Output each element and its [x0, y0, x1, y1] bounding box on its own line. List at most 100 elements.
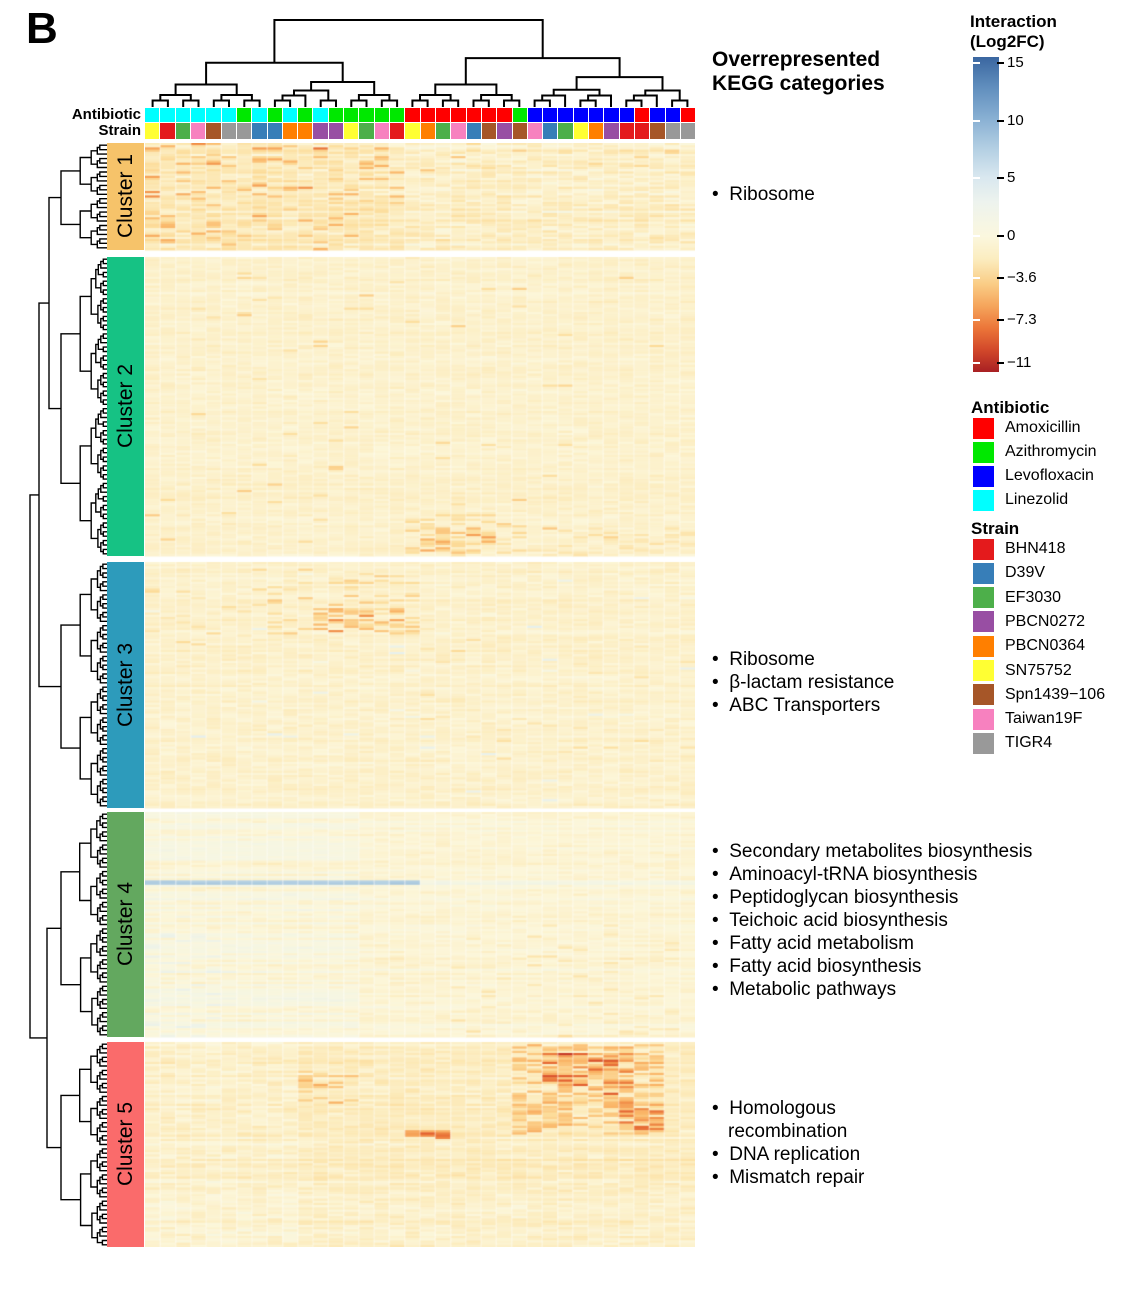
colorbar-tick-mark: [973, 235, 980, 238]
kegg-item: Aminoacyl-tRNA biosynthesis: [712, 863, 1057, 886]
legend-item-sn75752: SN75752: [973, 660, 1072, 682]
antibiotic-cell: [665, 108, 680, 122]
strain-cell: [420, 123, 435, 139]
legend-item-pbcn0272: PBCN0272: [973, 611, 1085, 633]
legend-label: Spn1439−106: [1005, 685, 1106, 703]
colorbar-tick-label: 10: [1007, 111, 1024, 129]
antibiotic-cell: [589, 108, 604, 122]
colorbar-tick-mark: [973, 177, 980, 180]
column-dendrogram: [151, 19, 689, 107]
legend-label: Linezolid: [1005, 491, 1069, 508]
antibiotic-cell: [573, 108, 589, 122]
strain-cell: [665, 123, 680, 139]
kegg-item: Fatty acid biosynthesis: [712, 955, 1057, 978]
legend-item-amoxicillin: Amoxicillin: [973, 417, 1081, 439]
cluster-band-cluster-1: Cluster 1: [107, 143, 144, 250]
strain-cell: [328, 123, 344, 139]
colorbar-tick-mark: [997, 62, 1004, 64]
strain-cell: [221, 123, 236, 139]
kegg-title-line1: Overrepresented: [712, 48, 881, 71]
kegg-list-cluster-4: Secondary metabolites biosynthesisAminoa…: [712, 840, 1057, 1001]
cluster-band-cluster-5: Cluster 5: [107, 1042, 144, 1247]
colorbar-tick-label: 0: [1007, 227, 1016, 245]
legend-swatch: [973, 732, 994, 754]
kegg-item: β-lactam resistance: [712, 671, 972, 694]
colorbar-title-line1: Interaction: [970, 12, 1057, 31]
kegg-item: Teichoic acid biosynthesis: [712, 909, 1057, 932]
legend-swatch: [973, 417, 994, 439]
cluster-band-label: Cluster 1: [113, 154, 137, 239]
colorbar-title-line2: (Log2FC): [970, 32, 1045, 51]
strain-cell: [390, 123, 405, 139]
antibiotic-cell: [175, 108, 190, 122]
strain-annotation-bar: [145, 123, 696, 139]
strain-cell: [252, 123, 267, 139]
antibiotic-cell: [374, 108, 389, 122]
antibiotic-cell: [405, 108, 420, 122]
cluster-band-label: Cluster 4: [113, 882, 137, 967]
strain-bar-label: Strain: [98, 122, 141, 139]
strain-cell: [481, 123, 497, 139]
antibiotic-cell: [206, 108, 221, 122]
antibiotic-cell: [313, 108, 328, 122]
strain-cell: [344, 123, 359, 139]
antibiotic-cell: [282, 108, 298, 122]
cluster-bands: Cluster 1 Cluster 2 Cluster 3 Cluster 4 Clus…: [107, 143, 144, 1247]
heatmap-canvas: [145, 143, 695, 1247]
strain-cell: [619, 123, 634, 139]
strain-cell: [267, 123, 282, 139]
legend-label: PBCN0272: [1005, 612, 1086, 630]
strain-cell: [451, 123, 466, 139]
legend-label: Azithromycin: [1005, 443, 1097, 460]
antibiotic-cell: [512, 108, 527, 122]
legend-swatch: [973, 611, 994, 633]
kegg-list-cluster-3: Ribosomeβ-lactam resistanceABC Transport…: [712, 648, 972, 717]
strain-cell: [359, 123, 374, 139]
kegg-item: Fatty acid metabolism: [712, 932, 1057, 955]
strain-cell: [527, 123, 543, 139]
colorbar-tick-mark: [973, 276, 980, 279]
colorbar-tick-label: −7.3: [1007, 311, 1037, 329]
colorbar-tick-label: 5: [1007, 169, 1016, 187]
legend-swatch: [973, 465, 994, 487]
strain-cell: [374, 123, 389, 139]
kegg-item: DNA replication: [712, 1143, 917, 1166]
colorbar-tick-mark: [973, 62, 980, 64]
strain-cell: [405, 123, 420, 139]
kegg-list-cluster-5: Homologous recombinationDNA replicationM…: [712, 1097, 917, 1189]
strain-cell: [313, 123, 328, 139]
colorbar-tick-mark: [997, 319, 1004, 322]
legend-title: Antibiotic: [971, 398, 1050, 417]
antibiotic-cell: [527, 108, 543, 122]
antibiotic-cell: [435, 108, 451, 122]
legend-item-d39v: D39V: [973, 562, 1045, 584]
legend-item-azithromycin: Azithromycin: [973, 441, 1097, 463]
antibiotic-cell: [543, 108, 558, 122]
antibiotic-cell: [420, 108, 435, 122]
antibiotic-cell: [604, 108, 619, 122]
legend-label: SN75752: [1005, 661, 1072, 679]
colorbar-title: Interaction (Log2FC): [970, 12, 1057, 52]
cluster-band-label: Cluster 2: [113, 364, 137, 449]
strain-cell: [190, 123, 206, 139]
strain-cell: [573, 123, 589, 139]
cluster-band-cluster-4: Cluster 4: [107, 812, 144, 1037]
strain-cell: [680, 123, 696, 139]
antibiotic-cell: [145, 108, 160, 122]
antibiotic-cell: [481, 108, 497, 122]
antibiotic-cell: [466, 108, 481, 122]
kegg-list-cluster-1: Ribosome: [712, 183, 972, 206]
kegg-item: Mismatch repair: [712, 1166, 917, 1189]
legend-item-spn1439-106: Spn1439−106: [973, 684, 1105, 706]
kegg-item: Metabolic pathways: [712, 978, 1057, 1001]
legend-label: EF3030: [1005, 588, 1062, 606]
colorbar-gradient: [973, 57, 999, 372]
antibiotic-cell: [359, 108, 374, 122]
legend-swatch: [973, 538, 994, 560]
kegg-title: Overrepresented KEGG categories: [712, 48, 885, 96]
antibiotic-bar-label: Antibiotic: [71, 106, 141, 123]
antibiotic-cell: [236, 108, 252, 122]
legend-label: Amoxicillin: [1005, 419, 1081, 436]
panel-label: B: [26, 4, 58, 53]
